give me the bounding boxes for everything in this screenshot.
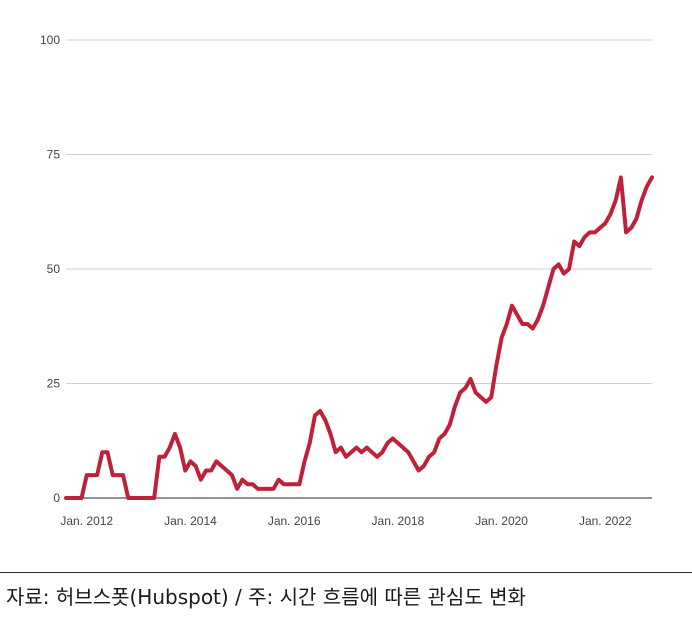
x-tick-label: Jan. 2014 <box>164 514 217 528</box>
source-divider <box>0 572 692 573</box>
x-tick-label: Jan. 2012 <box>60 514 113 528</box>
grid-lines <box>66 39 652 499</box>
source-note: 자료: 허브스폿(Hubspot) / 주: 시간 흐름에 따른 관심도 변화 <box>6 585 526 609</box>
y-tick-label: 25 <box>47 377 61 391</box>
x-axis-ticks: Jan. 2012 Jan. 2014 Jan. 2016 Jan. 2018 Jan.… <box>60 514 632 528</box>
y-tick-label: 50 <box>47 262 61 276</box>
y-axis-ticks: 0 25 50 75 100 <box>40 33 60 505</box>
y-tick-label: 75 <box>47 148 61 162</box>
x-tick-label: Jan. 2022 <box>579 514 632 528</box>
x-tick-label: Jan. 2016 <box>268 514 321 528</box>
y-tick-label: 0 <box>53 491 60 505</box>
series-layer <box>64 175 654 500</box>
series-line-0 <box>64 175 654 500</box>
x-tick-label: Jan. 2018 <box>372 514 425 528</box>
x-tick-label: Jan. 2020 <box>475 514 528 528</box>
y-tick-label: 100 <box>40 33 60 47</box>
